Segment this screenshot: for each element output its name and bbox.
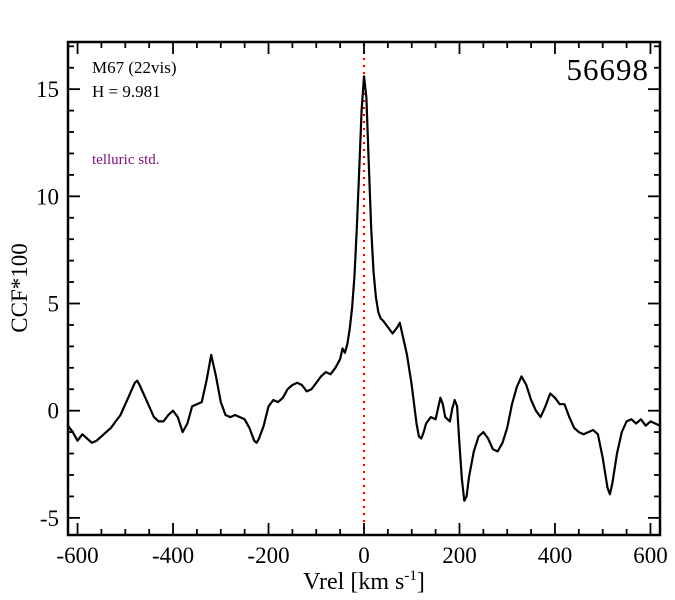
x-axis-label: Vrel [km s-1] <box>68 568 660 596</box>
y-tick-label: 10 <box>36 184 59 209</box>
x-tick-label: 600 <box>633 543 668 568</box>
x-axis-label-exponent: -1 <box>404 568 417 584</box>
x-tick-label: -200 <box>247 543 289 568</box>
x-tick-label: 400 <box>538 543 573 568</box>
y-tick-label: 15 <box>36 77 59 102</box>
hmag-label: H = 9.981 <box>92 82 161 101</box>
y-tick-label: 0 <box>48 399 60 424</box>
cluster-label: M67 (22vis) <box>92 58 177 77</box>
y-tick-label: 5 <box>48 292 60 317</box>
y-axis-label: CCF*100 <box>7 243 32 333</box>
ccf-curve <box>66 75 662 502</box>
y-tick-label: -5 <box>40 506 59 531</box>
telluric-std-label: telluric std. <box>92 152 160 168</box>
x-tick-label: 200 <box>442 543 477 568</box>
x-tick-label: -600 <box>56 543 98 568</box>
x-tick-label: -400 <box>152 543 194 568</box>
x-tick-label: 0 <box>358 543 370 568</box>
star-id-label: 56698 <box>566 52 649 87</box>
x-axis-label-main: Vrel [km s <box>303 569 405 595</box>
x-axis-label-end: ] <box>416 569 425 595</box>
